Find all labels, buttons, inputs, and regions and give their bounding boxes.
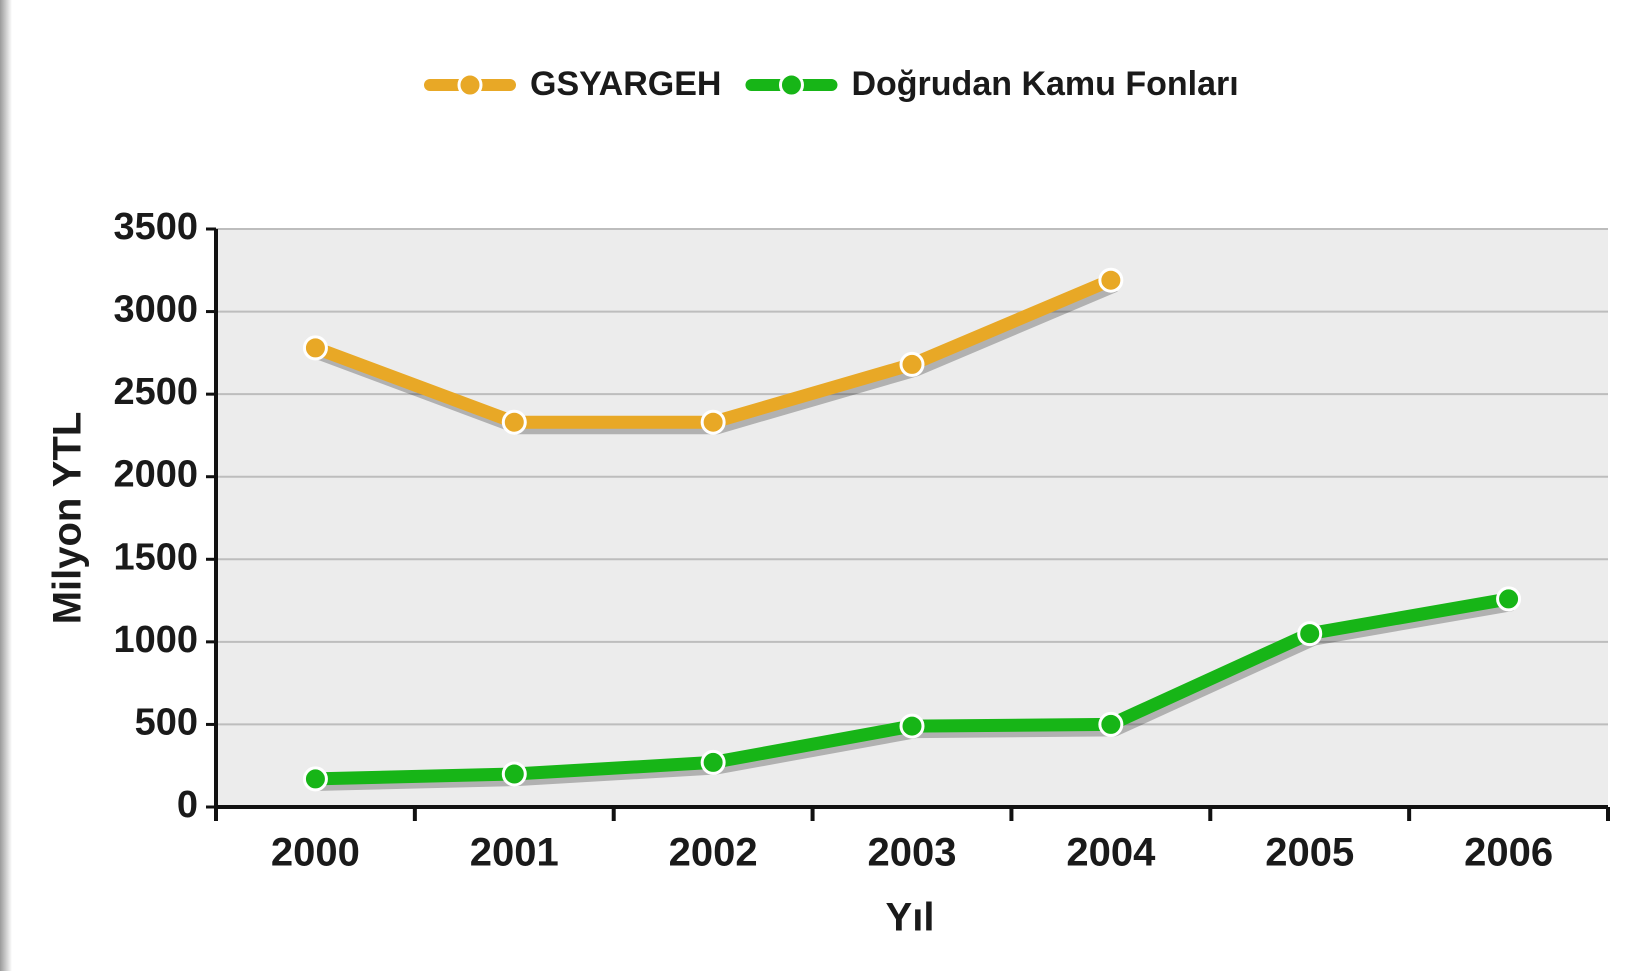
- y-tick-label: 3000: [113, 289, 198, 331]
- x-tick-label: 2005: [1265, 831, 1354, 875]
- point: [501, 409, 527, 435]
- point: [899, 351, 925, 377]
- point: [1098, 711, 1124, 737]
- legend-marker: [778, 72, 804, 98]
- y-tick-label: 2000: [113, 454, 198, 496]
- y-axis-label: Milyon YTL: [46, 412, 90, 625]
- point: [1297, 621, 1323, 647]
- y-tick-label: 3500: [113, 206, 198, 248]
- point: [700, 409, 726, 435]
- x-axis-label: Yıl: [886, 896, 935, 940]
- x-tick-label: 2004: [1066, 831, 1156, 875]
- x-tick-label: 2000: [271, 831, 360, 875]
- legend: GSYARGEH Doğrudan Kamu Fonları: [424, 65, 1239, 103]
- point: [700, 749, 726, 775]
- legend-label: GSYARGEH: [530, 65, 721, 103]
- x-tick-label: 2006: [1464, 831, 1553, 875]
- legend-label: Doğrudan Kamu Fonları: [851, 65, 1238, 103]
- x-tick-label: 2003: [868, 831, 957, 875]
- legend-marker: [457, 72, 483, 98]
- point: [501, 761, 527, 787]
- y-tick-label: 500: [135, 701, 198, 743]
- x-tick-label: 2002: [669, 831, 758, 875]
- x-tick-label: 2001: [470, 831, 559, 875]
- edge-shade: [0, 0, 12, 971]
- point: [899, 713, 925, 739]
- point: [302, 766, 328, 792]
- y-tick-label: 2500: [113, 371, 198, 413]
- y-tick-label: 0: [177, 784, 198, 826]
- point: [302, 335, 328, 361]
- y-tick-label: 1500: [113, 536, 198, 578]
- plot-background: [216, 229, 1608, 807]
- point: [1098, 267, 1124, 293]
- y-tick-label: 1000: [113, 619, 198, 661]
- point: [1496, 586, 1522, 612]
